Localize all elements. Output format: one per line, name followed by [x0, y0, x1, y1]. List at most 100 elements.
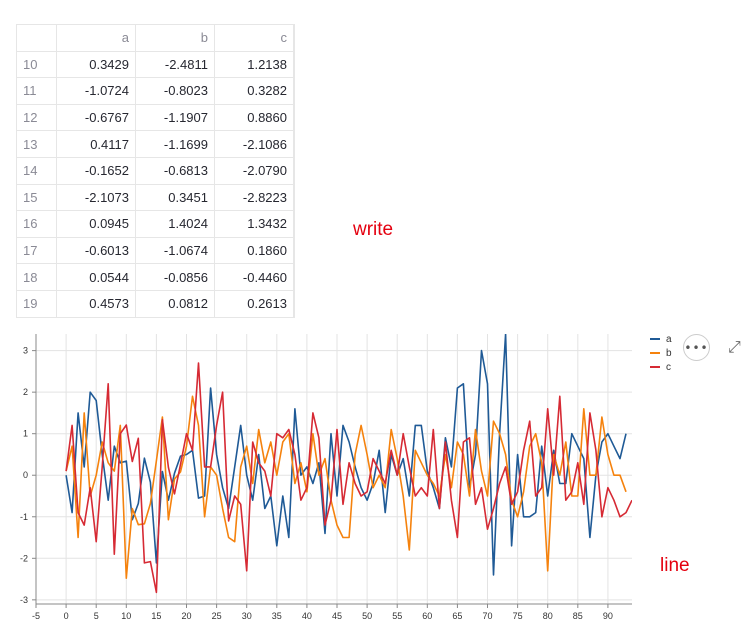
- y-tick-label: 0: [23, 470, 28, 480]
- table-row[interactable]: 13 0.4117 -1.1699 -2.1086: [16, 130, 294, 158]
- row-index: 15: [16, 183, 57, 212]
- dataframe-table[interactable]: a b c 10 0.3429 -2.4811 1.2138 11 -1.0724 -0.8…: [16, 24, 295, 318]
- table-row[interactable]: 10 0.3429 -2.4811 1.2138: [16, 50, 294, 79]
- table-cell-a[interactable]: -0.6767: [56, 103, 136, 132]
- table-cell-b[interactable]: -1.1907: [135, 103, 215, 132]
- row-index: 19: [16, 289, 57, 317]
- row-index: 11: [16, 77, 57, 105]
- table-row[interactable]: 17 -0.6013 -1.0674 0.1860: [16, 236, 294, 265]
- table-row[interactable]: 11 -1.0724 -0.8023 0.3282: [16, 77, 294, 105]
- x-tick-label: 35: [272, 611, 282, 621]
- chart-menu-button[interactable]: •••: [683, 334, 710, 361]
- legend-swatch: [650, 338, 660, 340]
- x-tick-label: 40: [302, 611, 312, 621]
- table-cell-c[interactable]: -2.0790: [214, 156, 294, 185]
- table-cell-b[interactable]: 0.0812: [135, 289, 215, 317]
- x-tick-label: 55: [392, 611, 402, 621]
- x-tick-label: 10: [121, 611, 131, 621]
- table-cell-a[interactable]: 0.3429: [56, 50, 136, 79]
- legend-item-b[interactable]: b: [650, 346, 672, 360]
- x-tick-label: 60: [422, 611, 432, 621]
- column-header-c[interactable]: c: [214, 24, 294, 52]
- x-tick-label: 85: [573, 611, 583, 621]
- table-row[interactable]: 19 0.4573 0.0812 0.2613: [16, 289, 294, 317]
- table-cell-b[interactable]: 0.3451: [135, 183, 215, 212]
- x-tick-label: 50: [362, 611, 372, 621]
- y-tick-label: -1: [20, 512, 28, 522]
- x-tick-label: 0: [64, 611, 69, 621]
- x-tick-label: 65: [452, 611, 462, 621]
- table-cell-c[interactable]: 0.3282: [214, 77, 294, 105]
- series-line-a: [65, 334, 627, 576]
- fullscreen-button[interactable]: ⤢: [728, 337, 748, 357]
- legend-item-a[interactable]: a: [650, 332, 672, 346]
- index-header: [16, 24, 57, 52]
- table-cell-c[interactable]: 1.3432: [214, 210, 294, 238]
- legend-label: a: [666, 333, 672, 345]
- table-cell-c[interactable]: 0.8860: [214, 103, 294, 132]
- x-tick-label: 75: [513, 611, 523, 621]
- table-cell-a[interactable]: -0.6013: [56, 236, 136, 265]
- legend-swatch: [650, 366, 660, 368]
- x-tick-label: 90: [603, 611, 613, 621]
- table-cell-c[interactable]: -2.1086: [214, 130, 294, 158]
- x-tick-label: 25: [212, 611, 222, 621]
- table-cell-b[interactable]: -0.8023: [135, 77, 215, 105]
- table-row[interactable]: 14 -0.1652 -0.6813 -2.0790: [16, 156, 294, 185]
- table-cell-a[interactable]: 0.0945: [56, 210, 136, 238]
- y-tick-label: -2: [20, 553, 28, 563]
- table-row[interactable]: 16 0.0945 1.4024 1.3432: [16, 210, 294, 238]
- column-header-b[interactable]: b: [135, 24, 215, 52]
- legend-item-c[interactable]: c: [650, 360, 672, 374]
- x-tick-label: 70: [483, 611, 493, 621]
- line-annotation: line: [660, 555, 690, 576]
- row-index: 16: [16, 210, 57, 238]
- table-cell-c[interactable]: 0.2613: [214, 289, 294, 317]
- more-icon: •••: [684, 340, 709, 355]
- y-tick-label: -3: [20, 595, 28, 605]
- x-tick-label: 30: [242, 611, 252, 621]
- table-cell-a[interactable]: 0.4117: [56, 130, 136, 158]
- table-row[interactable]: 18 0.0544 -0.0856 -0.4460: [16, 263, 294, 291]
- line-chart[interactable]: -5 0 5 10 15 20 25 30 35 40 45 50 55 60 65 70 75 80 85 90-3…: [0, 326, 640, 632]
- row-index: 17: [16, 236, 57, 265]
- table-cell-c[interactable]: 0.1860: [214, 236, 294, 265]
- row-index: 18: [16, 263, 57, 291]
- table-cell-a[interactable]: -1.0724: [56, 77, 136, 105]
- table-cell-c[interactable]: -2.8223: [214, 183, 294, 212]
- table-row[interactable]: 12 -0.6767 -1.1907 0.8860: [16, 103, 294, 132]
- table-cell-b[interactable]: -2.4811: [135, 50, 215, 79]
- table-cell-a[interactable]: 0.4573: [56, 289, 136, 317]
- x-tick-label: 5: [94, 611, 99, 621]
- y-tick-label: 1: [23, 429, 28, 439]
- y-tick-label: 2: [23, 387, 28, 397]
- y-tick-label: 3: [23, 346, 28, 356]
- table-cell-c[interactable]: -0.4460: [214, 263, 294, 291]
- legend-label: c: [666, 361, 671, 373]
- legend-label: b: [666, 347, 672, 359]
- row-index: 14: [16, 156, 57, 185]
- table-cell-c[interactable]: 1.2138: [214, 50, 294, 79]
- header-row: a b c: [16, 24, 294, 52]
- table-cell-b[interactable]: -0.6813: [135, 156, 215, 185]
- table-cell-b[interactable]: -0.0856: [135, 263, 215, 291]
- table-cell-a[interactable]: -2.1073: [56, 183, 136, 212]
- x-tick-label: 20: [181, 611, 191, 621]
- table-cell-a[interactable]: -0.1652: [56, 156, 136, 185]
- table-cell-b[interactable]: 1.4024: [135, 210, 215, 238]
- row-index: 12: [16, 103, 57, 132]
- expand-icon: ⤢: [728, 337, 741, 356]
- x-tick-label: -5: [32, 611, 40, 621]
- row-index: 13: [16, 130, 57, 158]
- table-cell-b[interactable]: -1.0674: [135, 236, 215, 265]
- table-cell-a[interactable]: 0.0544: [56, 263, 136, 291]
- x-tick-label: 45: [332, 611, 342, 621]
- table-cell-b[interactable]: -1.1699: [135, 130, 215, 158]
- x-tick-label: 80: [543, 611, 553, 621]
- table-row[interactable]: 15 -2.1073 0.3451 -2.8223: [16, 183, 294, 212]
- write-annotation: write: [353, 219, 394, 240]
- row-index: 10: [16, 50, 57, 79]
- series-line-c: [65, 362, 632, 594]
- column-header-a[interactable]: a: [56, 24, 136, 52]
